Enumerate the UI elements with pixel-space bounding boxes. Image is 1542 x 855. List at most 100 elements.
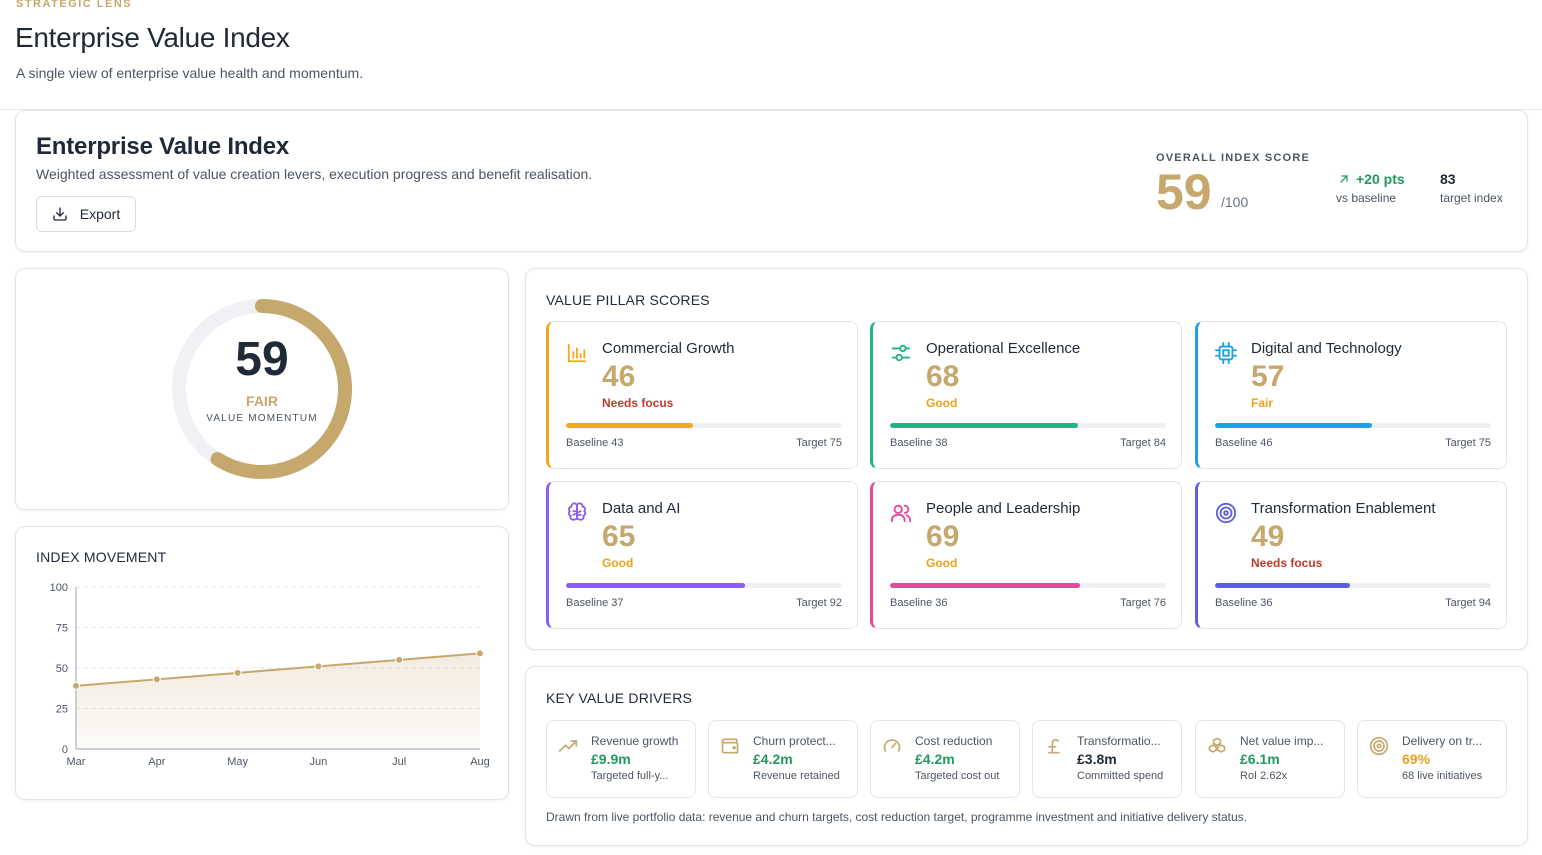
pillar-status: Good	[926, 556, 958, 570]
driver-revenue-growth[interactable]: Revenue growth £9.9m Targeted full-y...	[546, 720, 696, 798]
pillar-name: Commercial Growth	[602, 340, 735, 357]
driver-value: £6.1m	[1240, 751, 1280, 767]
pillar-baseline: Baseline 36	[1215, 597, 1273, 609]
driver-label: Transformatio...	[1077, 734, 1161, 748]
pillar-card-people-and-leadership[interactable]: People and Leadership 69 Good Baseline 3…	[870, 481, 1182, 629]
delta-vs-baseline: +20 pts	[1338, 171, 1405, 187]
driver-value: £4.2m	[915, 751, 955, 767]
pillar-card-commercial-growth[interactable]: Commercial Growth 46 Needs focus Baselin…	[546, 321, 858, 469]
drivers-note: Drawn from live portfolio data: revenue …	[546, 810, 1248, 824]
overall-score-denominator: /100	[1221, 194, 1249, 210]
driver-caption: RoI 2.62x	[1240, 770, 1288, 782]
bar-chart-icon	[567, 343, 587, 363]
driver-value: £9.9m	[591, 751, 631, 767]
pillar-status: Good	[602, 556, 634, 570]
gauge-value: 59	[235, 333, 289, 386]
pillar-card-data-and-ai[interactable]: Data and AI 65 Good Baseline 37 Target 9…	[546, 481, 858, 629]
pillar-progress-track	[890, 583, 1166, 588]
driver-label: Delivery on tr...	[1402, 734, 1483, 748]
driver-caption: 68 live initiatives	[1402, 770, 1483, 782]
pillar-baseline: Baseline 38	[890, 437, 948, 449]
cpu-icon	[1215, 342, 1237, 364]
driver-label: Cost reduction	[915, 734, 993, 748]
pillar-target: Target 94	[1445, 597, 1491, 609]
x-tick-label: Jul	[392, 756, 406, 768]
data-point	[152, 675, 161, 684]
pillar-baseline: Baseline 46	[1215, 437, 1273, 449]
pillar-card-operational-excellence[interactable]: Operational Excellence 68 Good Baseline …	[870, 321, 1182, 469]
pillar-name: Operational Excellence	[926, 340, 1081, 357]
x-tick-label: May	[227, 756, 248, 768]
driver-churn-protection[interactable]: Churn protect... £4.2m Revenue retained	[708, 720, 858, 798]
pillar-score: 65	[602, 520, 636, 553]
pillar-status: Needs focus	[602, 396, 674, 410]
driver-caption: Committed spend	[1077, 770, 1164, 782]
driver-delivery-on-track[interactable]: Delivery on tr... 69% 68 live initiative…	[1357, 720, 1507, 798]
pillar-progress-fill	[1215, 423, 1373, 428]
pillar-status: Good	[926, 396, 958, 410]
driver-caption: Revenue retained	[753, 770, 840, 782]
brain-icon	[567, 502, 587, 521]
wallet-icon	[721, 738, 739, 754]
driver-value: £3.8m	[1077, 751, 1117, 767]
pillar-status: Needs focus	[1251, 556, 1323, 570]
pillar-score: 57	[1251, 360, 1285, 393]
index-movement-chart: 0 25 50 75 100 Mar Apr May Jun Jul Aug	[50, 582, 490, 768]
index-summary-card: Enterprise Value Index Weighted assessme…	[15, 110, 1528, 252]
value-pillar-scores-card: VALUE PILLAR SCORES Commercial Growth 46…	[525, 268, 1528, 650]
key-value-drivers-card: KEY VALUE DRIVERS Revenue growth £9.9m T…	[525, 666, 1528, 846]
target-index-caption: target index	[1440, 191, 1503, 205]
driver-caption: Targeted cost out	[915, 770, 1000, 782]
x-tick-label: Aug	[470, 756, 490, 768]
pillar-card-transformation-enablement[interactable]: Transformation Enablement 49 Needs focus…	[1195, 481, 1507, 629]
driver-label: Net value imp...	[1240, 734, 1324, 748]
pillar-name: Data and AI	[602, 500, 681, 517]
pillar-status: Fair	[1251, 396, 1274, 410]
pillar-target: Target 76	[1120, 597, 1166, 609]
pillar-progress-track	[890, 423, 1166, 428]
overall-score-label: OVERALL INDEX SCORE	[1156, 152, 1311, 164]
pillar-target: Target 92	[796, 597, 842, 609]
pillar-name: Transformation Enablement	[1251, 500, 1436, 517]
data-point	[233, 668, 242, 677]
data-point	[314, 662, 323, 671]
driver-label: Revenue growth	[591, 734, 679, 748]
pillar-baseline: Baseline 36	[890, 597, 948, 609]
data-point	[395, 655, 404, 664]
value-momentum-gauge-card: 59 FAIR VALUE MOMENTUM	[15, 268, 509, 510]
index-movement-title: INDEX MOVEMENT	[36, 549, 167, 565]
y-tick-label: 50	[56, 663, 68, 675]
y-tick-label: 25	[56, 704, 68, 716]
eyebrow: STRATEGIC LENS	[16, 0, 133, 10]
pillar-name: People and Leadership	[926, 500, 1081, 517]
pillar-progress-track	[566, 423, 842, 428]
driver-cost-reduction[interactable]: Cost reduction £4.2m Targeted cost out	[870, 720, 1020, 798]
download-icon	[53, 207, 67, 221]
data-point	[476, 649, 484, 658]
area-fill	[76, 653, 480, 749]
overall-score-value: 59	[1156, 164, 1212, 220]
pillar-progress-track	[1215, 583, 1491, 588]
pillar-target: Target 75	[796, 437, 842, 449]
driver-net-value-impact[interactable]: Net value imp... £6.1m RoI 2.62x	[1195, 720, 1345, 798]
pillar-progress-fill	[890, 583, 1081, 588]
y-tick-label: 75	[56, 623, 68, 635]
x-tick-label: Apr	[148, 756, 165, 768]
pillar-progress-fill	[890, 423, 1078, 428]
hero-title: Enterprise Value Index	[36, 133, 290, 160]
pillar-card-digital-and-technology[interactable]: Digital and Technology 57 Fair Baseline …	[1195, 321, 1507, 469]
target-index-value: 83	[1440, 171, 1456, 187]
pillar-target: Target 75	[1445, 437, 1491, 449]
pillar-progress-fill	[566, 583, 746, 588]
driver-transformation[interactable]: Transformatio... £3.8m Committed spend	[1032, 720, 1182, 798]
driver-value: 69%	[1402, 751, 1431, 767]
gauge-caption: VALUE MOMENTUM	[206, 413, 318, 424]
momentum-gauge	[172, 299, 352, 479]
drivers-title: KEY VALUE DRIVERS	[546, 690, 693, 706]
target-icon	[1369, 736, 1389, 756]
data-point	[72, 681, 80, 690]
delta-value: +20 pts	[1356, 171, 1405, 187]
export-button[interactable]: Export	[36, 196, 136, 232]
driver-caption: Targeted full-y...	[591, 770, 669, 782]
pillar-progress-track	[1215, 423, 1491, 428]
